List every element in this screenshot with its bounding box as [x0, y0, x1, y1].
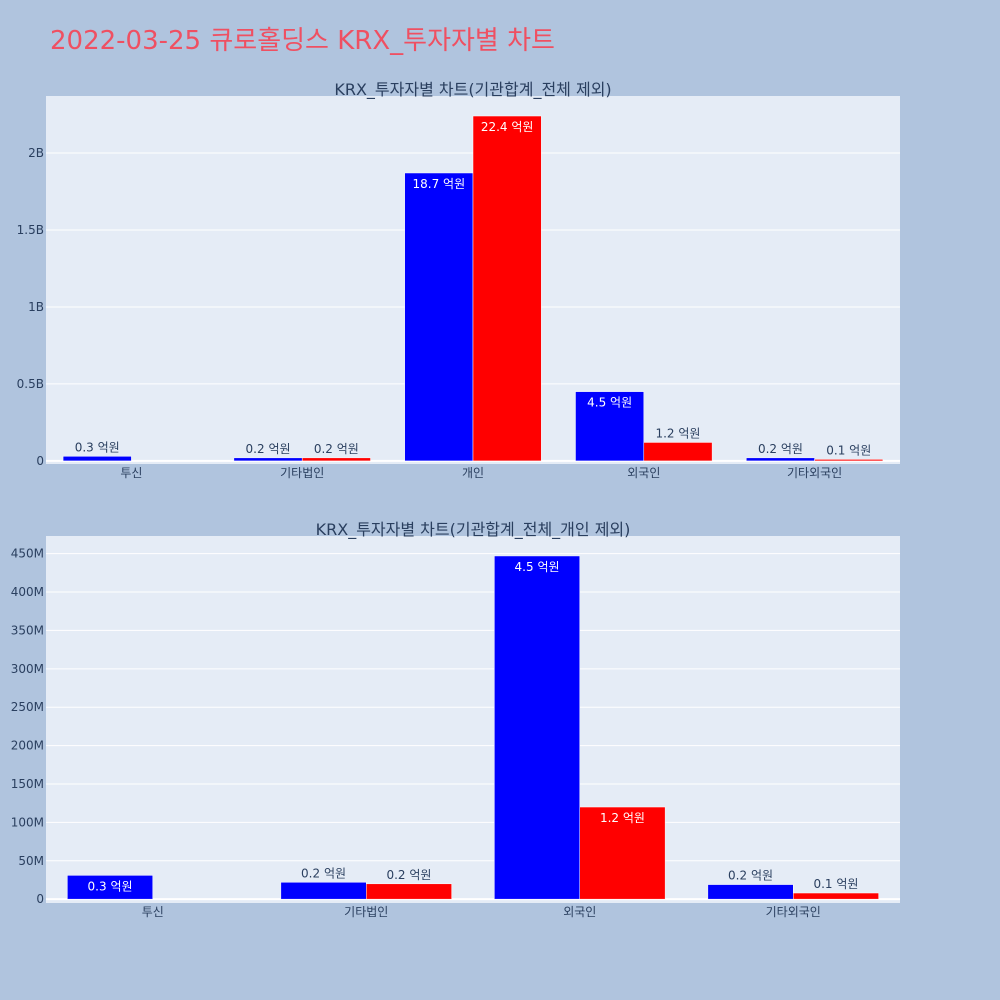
bar [579, 806, 666, 900]
data-label: 0.2 억원 [386, 868, 431, 882]
data-label: 4.5 억원 [587, 396, 632, 410]
y-tick-label: 1B [28, 300, 44, 314]
bar [280, 882, 367, 900]
data-label: 0.1 억원 [826, 443, 871, 457]
bar [404, 172, 474, 462]
x-tick-label: 외국인 [627, 466, 660, 480]
plot-area [46, 536, 900, 903]
chart-investor-excl-individual: 0 50M 100M 150M 200M 250M 300M 350M 400M 450M KRX_… [11, 520, 900, 919]
bar [301, 457, 371, 462]
y-tick-label: 100M [11, 815, 44, 829]
data-label: 0.2 억원 [246, 442, 291, 456]
data-label: 1.2 억원 [600, 811, 645, 825]
data-label: 0.2 억원 [728, 869, 773, 883]
data-label: 22.4 억원 [481, 120, 534, 134]
y-tick-label: 250M [11, 700, 44, 714]
x-tick-label: 기타외국인 [787, 466, 842, 480]
bar [233, 457, 303, 462]
data-label: 0.2 억원 [758, 442, 803, 456]
bar [643, 442, 713, 462]
x-tick-label: 개인 [462, 466, 484, 480]
data-label: 18.7 억원 [413, 177, 466, 191]
y-tick-label: 350M [11, 623, 44, 637]
data-label: 0.3 억원 [75, 440, 120, 454]
bar [67, 875, 153, 900]
data-label: 0.2 억원 [301, 866, 346, 880]
bar [793, 892, 879, 900]
y-tick-label: 450M [11, 547, 44, 561]
y-tick-label: 1.5B [17, 223, 44, 237]
chart-title: KRX_투자자별 차트(기관합계_전체_개인 제외) [316, 520, 631, 540]
bar [814, 459, 884, 462]
data-label: 0.2 억원 [314, 442, 359, 456]
data-label: 0.3 억원 [88, 879, 133, 893]
data-label: 4.5 억원 [515, 560, 560, 574]
y-tick-label: 300M [11, 662, 44, 676]
x-tick-label: 기타법인 [280, 466, 324, 480]
x-tick-label: 투신 [142, 905, 164, 919]
y-tick-label: 200M [11, 739, 44, 753]
y-tick-label: 400M [11, 585, 44, 599]
bar [707, 884, 794, 900]
x-tick-label: 투신 [120, 466, 142, 480]
y-tick-label: 50M [18, 854, 44, 868]
y-tick-label: 150M [11, 777, 44, 791]
data-label: 0.1 억원 [813, 877, 858, 891]
bar [366, 883, 452, 900]
page-title: 2022-03-25 큐로홀딩스 KRX_투자자별 차트 [50, 26, 555, 56]
bar [472, 115, 542, 462]
bar [62, 456, 132, 462]
bar [494, 555, 581, 900]
x-tick-label: 기타법인 [344, 905, 388, 919]
bar [746, 457, 815, 462]
y-tick-label: 0.5B [17, 377, 44, 391]
y-tick-label: 0 [36, 454, 44, 468]
y-tick-label: 0 [36, 892, 44, 906]
x-tick-label: 기타외국인 [766, 905, 821, 919]
chart-title: KRX_투자자별 차트(기관합계_전체 제외) [334, 80, 611, 100]
y-tick-label: 2B [28, 146, 44, 160]
data-label: 1.2 억원 [655, 426, 700, 440]
x-tick-label: 외국인 [563, 905, 596, 919]
bar [575, 391, 645, 462]
